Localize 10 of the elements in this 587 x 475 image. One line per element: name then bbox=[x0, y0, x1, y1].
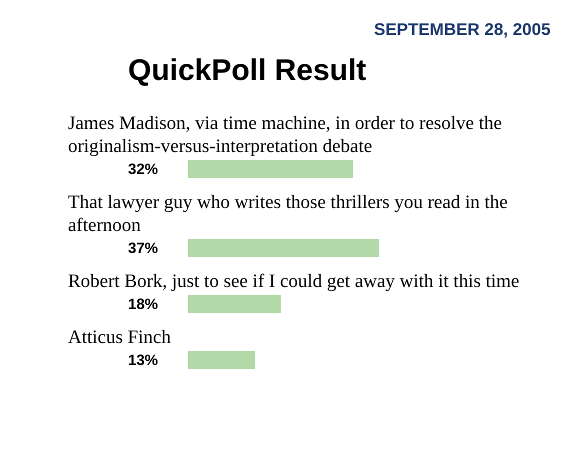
data-label: 37% bbox=[128, 240, 158, 257]
y-tick-label: James Madison, via time machine, in order to resolve the originalism-versus-interpretation debate bbox=[68, 113, 502, 157]
data-label: 18% bbox=[128, 296, 158, 313]
y-tick-label: Robert Bork, just to see if I could get away with it this time bbox=[68, 271, 520, 292]
data-label: 32% bbox=[128, 161, 158, 178]
text: SEPTEMBER 28, 2005 bbox=[374, 20, 551, 40]
y-tick-label: Atticus Finch bbox=[68, 326, 172, 348]
y-tick-label: That lawyer guy who writes those thrillers you read in the afternoon bbox=[68, 192, 508, 236]
data-label: 13% bbox=[128, 352, 158, 369]
chart-title: QuickPoll Result bbox=[128, 54, 366, 88]
